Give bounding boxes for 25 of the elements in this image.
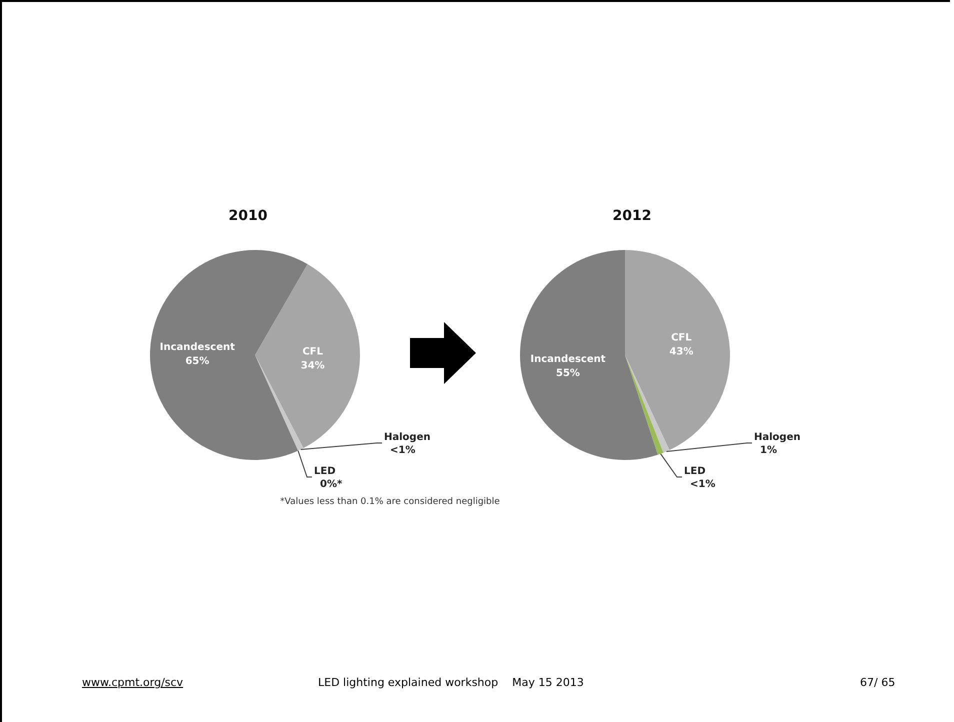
slice-label: LED [684, 466, 706, 477]
data-label: 34% [300, 360, 325, 372]
slice-label: Incandescent [530, 354, 606, 366]
data-label: 43% [669, 346, 694, 358]
text: 0%* [320, 479, 342, 490]
slice-label: CFL [671, 332, 692, 344]
chart-title: 2012 [612, 208, 652, 224]
data-label: 1% [760, 445, 777, 456]
text: www.cpmt.org/scv [82, 676, 184, 689]
category-label: LED [314, 466, 336, 477]
text: *Values less than 0.1% are considered negligible [279, 497, 501, 507]
chart-title: 2010 [228, 208, 268, 224]
data-label: 65% [185, 356, 210, 368]
pie-slice [625, 250, 730, 450]
data-label: <1% [390, 445, 416, 456]
slice-label: Incandescent [160, 342, 236, 354]
text: 67/ 65 [860, 676, 896, 689]
slice-label: CFL [302, 346, 324, 358]
pie-slice [255, 264, 360, 448]
slice-label: Halogen [754, 432, 800, 443]
slice-label: Halogen [384, 432, 430, 443]
data-label: <1% [690, 479, 716, 490]
text: LED lighting explained workshop May 15 2013 [318, 676, 584, 689]
data-label: 55% [556, 368, 580, 380]
pie-slice [520, 250, 658, 460]
